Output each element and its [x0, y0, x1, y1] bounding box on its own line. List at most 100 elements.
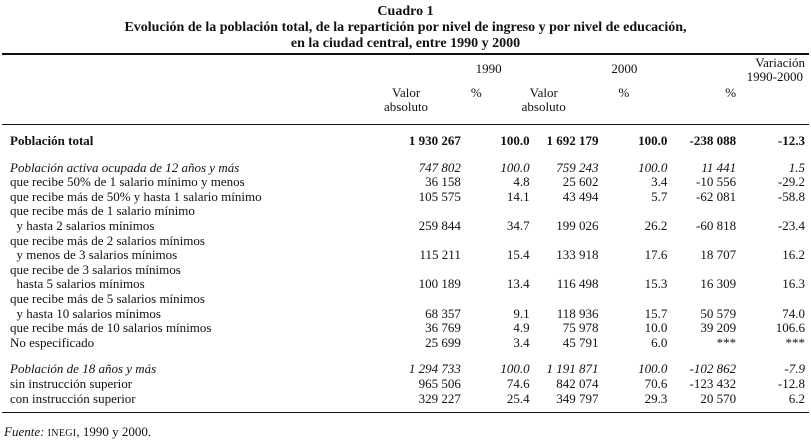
pct-variation: 6.2 — [788, 390, 805, 406]
value-1990 — [392, 291, 461, 306]
row-label: que recibe más de 2 salarios mínimos — [10, 232, 205, 248]
pct-variation: -23.4 — [777, 217, 805, 233]
pct-variation: -7.9 — [784, 361, 805, 377]
pct-2000: 3.4 — [651, 174, 668, 190]
table-row: que recibe más de 5 salarios mínimos — [10, 291, 805, 306]
spacer — [10, 350, 805, 362]
header-rule — [2, 124, 809, 125]
value-1990: 68 357 — [425, 305, 461, 321]
pct-variation — [736, 233, 805, 248]
value-variation: 20 570 — [700, 390, 737, 406]
value-2000 — [530, 291, 599, 306]
pct-2000 — [598, 262, 667, 277]
table-row: sin instrucción superior 965 506 74.6 842 0… — [10, 376, 805, 391]
pct-1990: 100.0 — [500, 361, 530, 377]
pct-variation: -12.3 — [777, 133, 805, 148]
absoluto-label: absoluto — [384, 99, 429, 114]
value-1990: 1 930 267 — [408, 133, 461, 148]
pct-2000: 5.7 — [651, 188, 668, 204]
row-label: y hasta 10 salarios mínimos — [10, 305, 161, 321]
table-row: que recibe de 3 salarios mínimos — [10, 262, 805, 277]
value-2000: 45 791 — [562, 334, 599, 350]
row-label: con instrucción superior — [10, 390, 136, 406]
table-number: Cuadro 1 — [377, 4, 434, 19]
pct-2000: 70.6 — [644, 375, 668, 391]
pct-2000 — [598, 204, 667, 219]
pct-variation: -12.8 — [777, 375, 805, 391]
row-label: y menos de 3 salarios mínimos — [10, 247, 178, 263]
pct-1990: 13.4 — [506, 276, 530, 292]
table-row: y hasta 10 salarios mínimos 68 357 9.1 118 … — [10, 305, 806, 321]
pct-variation: 74.0 — [782, 305, 805, 321]
value-variation: -123 432 — [689, 375, 737, 391]
value-variation — [667, 233, 736, 248]
header-pct-2000: % — [618, 85, 630, 100]
header-valor-1990: Valor absoluto — [384, 84, 461, 122]
value-1990: 115 211 — [419, 247, 461, 263]
value-2000: 133 918 — [556, 247, 599, 263]
header-pct-var: % — [725, 85, 737, 100]
value-variation: 18 707 — [700, 247, 737, 263]
row-label: y hasta 2 salarios mínimos — [10, 217, 155, 233]
value-2000 — [530, 262, 599, 277]
table-subtitle: en la ciudad central, entre 1990 y 2000 — [290, 36, 521, 51]
pct-2000: 17.6 — [644, 247, 668, 263]
value-1990: 100 189 — [418, 276, 461, 292]
row-label: que recibe más de 10 salarios mínimos — [10, 320, 212, 336]
value-2000: 759 243 — [556, 159, 599, 175]
table-row: No especificado 25 699 3.4 45 791 6.0 *** *** — [10, 335, 805, 350]
value-2000: 842 074 — [556, 375, 599, 391]
pct-variation: -58.8 — [777, 188, 805, 204]
spacer — [10, 148, 805, 160]
data-table: 1990 2000 Variación 1990-2000 Valor absolu… — [10, 56, 805, 406]
pct-1990: 14.1 — [506, 188, 530, 204]
pct-variation: 106.6 — [775, 320, 805, 336]
pct-1990: 34.7 — [506, 217, 530, 233]
pct-1990 — [461, 262, 530, 277]
value-2000 — [530, 233, 599, 248]
row-label: que recibe 50% de 1 salario mínimo y men… — [10, 174, 245, 190]
pct-variation — [736, 291, 805, 306]
pct-2000 — [598, 233, 667, 248]
value-2000: 349 797 — [556, 390, 599, 406]
value-2000: 1 692 179 — [546, 133, 599, 148]
spacer-row — [10, 148, 805, 160]
value-2000: 25 602 — [562, 174, 599, 190]
pct-2000: 100.0 — [638, 361, 668, 377]
pct-1990: 4.9 — [513, 320, 530, 336]
variation-label: Variación — [755, 55, 805, 70]
value-1990 — [392, 233, 461, 248]
source-note: Fuente: INEGI, 1990 y 2000. — [4, 424, 151, 440]
row-label: que recibe más de 1 salario mínimo — [10, 203, 195, 219]
row-label: No especificado — [10, 334, 95, 350]
table-row: que recibe más de 10 salarios mínimos 36 … — [10, 321, 805, 336]
value-2000: 199 026 — [556, 217, 599, 233]
row-label: que recibe más de 50% y hasta 1 salario … — [10, 188, 262, 204]
table-title: Evolución de la población total, de la r… — [124, 20, 687, 35]
pct-1990: 4.8 — [513, 174, 530, 190]
value-variation — [667, 262, 736, 277]
pct-2000 — [598, 291, 667, 306]
pct-1990: 100.0 — [500, 159, 530, 175]
header-row-measures: Valor absoluto % Valor absoluto % % — [10, 84, 805, 122]
value-variation: -62 081 — [696, 188, 737, 204]
spacer-row — [10, 350, 805, 362]
pct-2000: 10.0 — [644, 320, 668, 336]
valor-label: Valor — [392, 85, 421, 100]
value-1990: 25 699 — [425, 334, 461, 350]
value-2000: 1 191 871 — [546, 361, 599, 377]
value-2000: 75 978 — [562, 320, 599, 336]
value-variation: 50 579 — [700, 305, 737, 321]
header-pct-1990: % — [470, 85, 482, 100]
table-row: que recibe más de 2 salarios mínimos — [10, 233, 805, 248]
pct-variation — [736, 204, 805, 219]
pct-variation: -29.2 — [777, 174, 805, 190]
row-label: Población activa ocupada de 12 años y má… — [10, 159, 240, 175]
value-2000 — [530, 204, 599, 219]
header-variation: Variación 1990-2000 — [667, 56, 805, 84]
value-variation: -238 088 — [689, 133, 737, 148]
row-label: hasta 5 salarios mínimos — [10, 276, 145, 292]
pct-variation: 16.2 — [782, 247, 805, 263]
table-row: hasta 5 salarios mínimos 100 189 13.4 116 4… — [10, 276, 806, 292]
table-row: que recibe más de 1 salario mínimo — [10, 204, 805, 219]
